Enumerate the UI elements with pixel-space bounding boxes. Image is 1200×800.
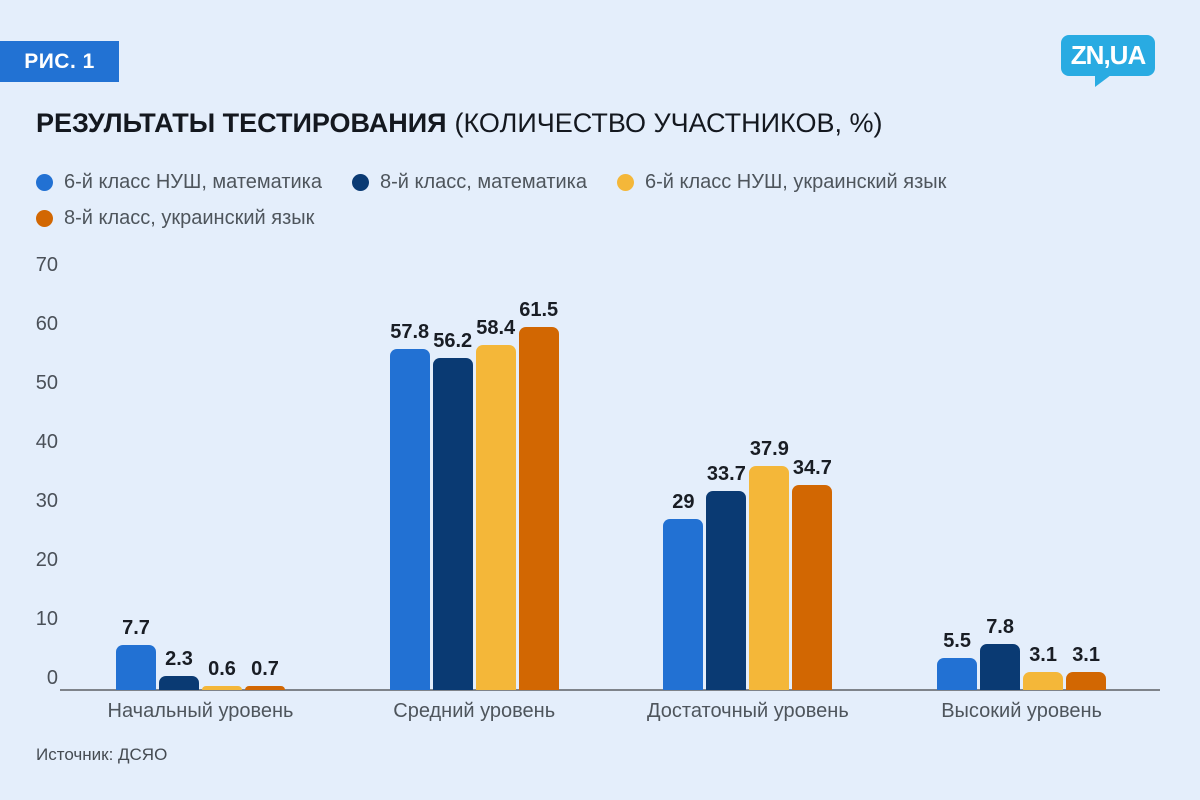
bar-value-label: 29 xyxy=(672,490,695,513)
bar-series2-group3 xyxy=(1023,671,1064,690)
bar-series2-group2 xyxy=(749,466,790,690)
legend-dot-icon xyxy=(616,174,634,191)
bar-value-label: 3.1 xyxy=(1072,643,1100,666)
bar-value-label: 3.1 xyxy=(1029,643,1057,666)
bar-series2-group0 xyxy=(202,686,242,690)
y-tick-label: 20 xyxy=(35,549,58,571)
y-tick-label: 10 xyxy=(35,608,58,630)
bar-series0-group2 xyxy=(663,518,704,690)
chart-title-main: РЕЗУЛЬТАТЫ ТЕСТИРОВАНИЯ xyxy=(36,108,447,138)
x-category-label: Достаточный уровень xyxy=(647,700,849,722)
bar-value-label: 2.3 xyxy=(165,648,193,671)
bar-series3-group3 xyxy=(1066,671,1107,690)
legend-item-2: 6-й класс НУШ, украинский язык xyxy=(616,171,947,194)
bar-series2-group1 xyxy=(475,345,516,690)
bar-series0-group3 xyxy=(937,657,978,690)
bar-series1-group3 xyxy=(980,643,1021,690)
bar-series1-group0 xyxy=(159,676,199,690)
figure-number-badge: РИС. 1 xyxy=(0,41,119,82)
legend-dot-icon xyxy=(36,174,53,191)
legend-label: 6-й класс НУШ, математика xyxy=(64,171,322,193)
x-category-label: Начальный уровень xyxy=(107,700,294,722)
legend-dot-icon xyxy=(36,210,53,227)
legend-dot-icon xyxy=(352,174,369,191)
bar-value-label: 57.8 xyxy=(390,320,430,343)
legend-label: 8-й класс, математика xyxy=(380,171,587,193)
y-tick-label: 0 xyxy=(46,667,58,689)
bar-series3-group1 xyxy=(518,327,559,690)
bar-value-label: 0.6 xyxy=(208,658,236,681)
bar-value-label: 61.5 xyxy=(519,299,559,322)
x-category-label: Высокий уровень xyxy=(941,700,1102,722)
bar-value-label: 58.4 xyxy=(476,317,516,340)
y-tick-label: 40 xyxy=(35,431,58,453)
bar-series0-group1 xyxy=(389,348,430,690)
bar-value-label: 7.8 xyxy=(986,615,1014,638)
bar-value-label: 33.7 xyxy=(706,463,746,486)
bar-value-label: 5.5 xyxy=(943,629,971,652)
y-tick-label: 70 xyxy=(35,254,58,276)
bar-value-label: 0.7 xyxy=(251,657,279,680)
x-axis-line xyxy=(60,689,1160,691)
bar-value-label: 56.2 xyxy=(433,330,473,353)
legend-label: 8-й класс, украинский язык xyxy=(64,207,315,229)
bar-series1-group2 xyxy=(706,491,747,690)
chart-title: РЕЗУЛЬТАТЫ ТЕСТИРОВАНИЯ (КОЛИЧЕСТВО УЧАСТ… xyxy=(36,106,882,140)
bar-series1-group1 xyxy=(432,358,473,690)
legend-label: 6-й класс НУШ, украинский язык xyxy=(644,171,947,193)
x-category-label: Средний уровень xyxy=(393,700,556,722)
legend-item-1: 8-й класс, математика xyxy=(352,171,587,194)
chart-title-subtitle: (КОЛИЧЕСТВО УЧАСТНИКОВ, %) xyxy=(454,108,883,138)
y-tick-label: 50 xyxy=(35,372,58,394)
bar-value-label: 34.7 xyxy=(792,457,832,480)
bar-value-label: 7.7 xyxy=(122,616,150,639)
bar-value-label: 37.9 xyxy=(749,438,789,461)
legend-item-0: 6-й класс НУШ, математика xyxy=(36,171,322,194)
legend: 6-й класс НУШ, математика 8-й класс, мате… xyxy=(36,171,1046,230)
y-tick-label: 30 xyxy=(35,490,58,512)
znua-logo: ZN,UA xyxy=(1061,35,1155,87)
bar-series0-group0 xyxy=(116,644,156,690)
legend-item-3: 8-й класс, украинский язык xyxy=(36,207,314,230)
y-tick-label: 60 xyxy=(35,313,58,335)
source-note: Источник: ДСЯО xyxy=(36,745,168,764)
bar-series3-group0 xyxy=(245,685,285,690)
bar-series3-group2 xyxy=(792,485,833,690)
